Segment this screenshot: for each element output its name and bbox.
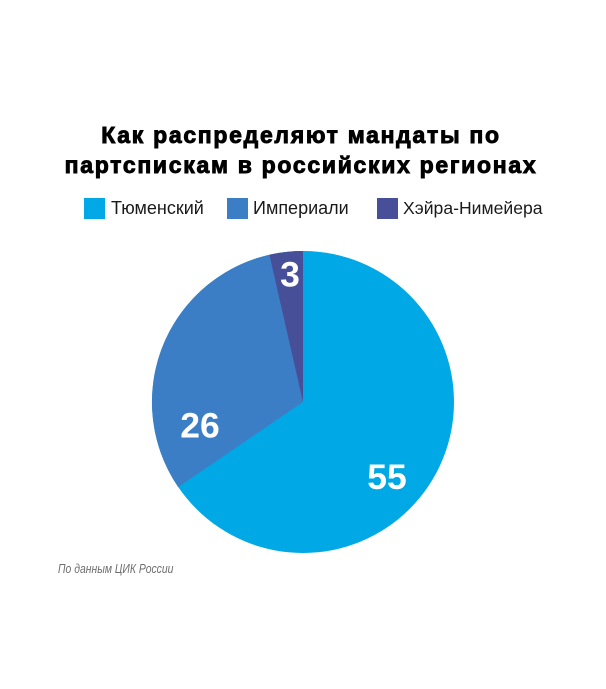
svg-text:55: 55 [367,457,407,497]
svg-text:26: 26 [180,405,220,445]
svg-text:3: 3 [280,254,300,294]
